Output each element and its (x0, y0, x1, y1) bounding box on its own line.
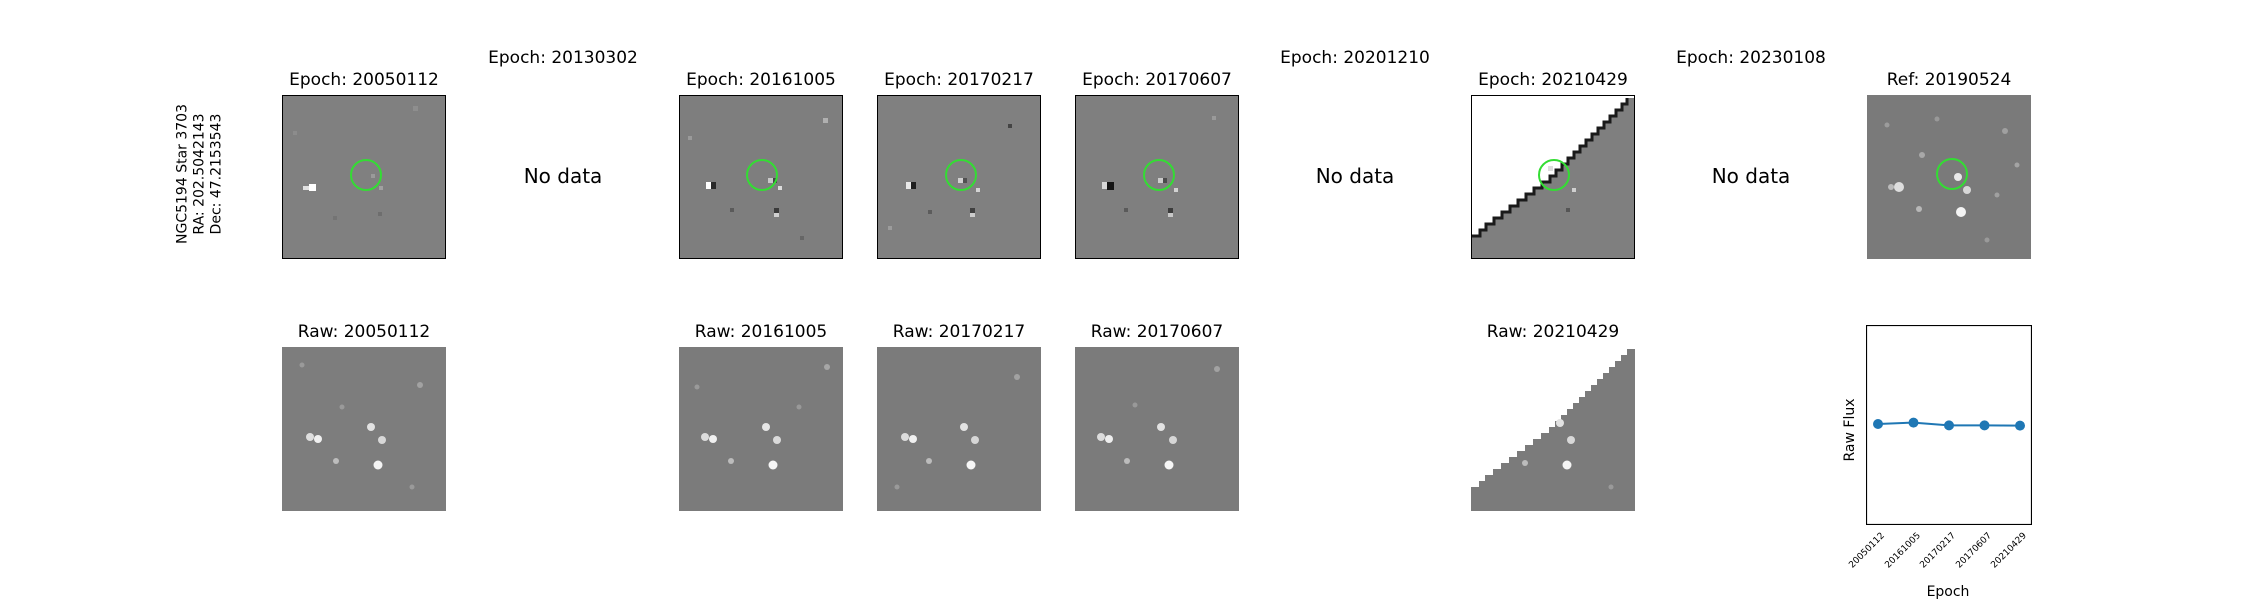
epoch-title-6: Epoch: 20201210 (1280, 48, 1430, 68)
raw-title-4: Raw: 20170217 (892, 322, 1026, 342)
x-tick-label-20161005: 20161005 (1882, 531, 1923, 571)
diff-image-20170607 (1075, 95, 1239, 259)
star-name: NGC5194 Star 3703 (174, 104, 191, 244)
x-tick-label-20170607: 20170607 (1953, 531, 1994, 571)
raw-image-20161005 (679, 347, 843, 511)
raw-image-20210429 (1471, 347, 1635, 511)
reference-title: Ref: 20190524 (1886, 70, 2012, 90)
flux-point-20161005 (1908, 417, 1919, 428)
raw-title-1: Raw: 20050112 (297, 322, 431, 342)
raw-title-3: Raw: 20161005 (694, 322, 828, 342)
flux-chart (1865, 324, 2033, 529)
star-dec: Dec: 47.2153543 (208, 113, 225, 235)
flux-point-20050112 (1873, 419, 1883, 429)
diff-image-20170217 (877, 95, 1041, 259)
no-data-label-3: No data (1711, 164, 1791, 188)
diff-image-20210429 (1471, 95, 1635, 259)
target-circle (350, 159, 382, 191)
flux-point-20170217 (1944, 420, 1954, 431)
flux-chart-svg (1865, 324, 2033, 529)
reference-image (1867, 95, 2031, 259)
x-tick-label-20050112: 20050112 (1847, 531, 1887, 571)
epoch-title-8: Epoch: 20230108 (1676, 48, 1826, 68)
epoch-title-2: Epoch: 20130302 (488, 48, 638, 68)
raw-title-7: Raw: 20210429 (1486, 322, 1620, 342)
epoch-title-1: Epoch: 20050112 (289, 70, 439, 90)
diff-image-20050112 (282, 95, 446, 259)
epoch-title-7: Epoch: 20210429 (1478, 70, 1628, 90)
no-data-label-1: No data (523, 164, 603, 188)
flux-point-20210429 (2015, 420, 2025, 431)
epoch-title-3: Epoch: 20161005 (686, 70, 836, 90)
flux-point-20170607 (1979, 420, 1990, 431)
raw-title-5: Raw: 20170607 (1090, 322, 1224, 342)
star-ra: RA: 202.5042143 (191, 113, 208, 235)
epoch-title-4: Epoch: 20170217 (884, 70, 1034, 90)
raw-image-20170217 (877, 347, 1041, 511)
flux-xlabel: Epoch (1926, 584, 1970, 600)
epoch-title-5: Epoch: 20170607 (1082, 70, 1232, 90)
x-tick-label-20170217: 20170217 (1918, 531, 1958, 571)
raw-image-20170607 (1075, 347, 1239, 511)
diff-image-20161005 (679, 95, 843, 259)
x-tick-label-20210429: 20210429 (1989, 531, 2029, 571)
raw-image-20050112 (282, 347, 446, 511)
no-data-label-2: No data (1315, 164, 1395, 188)
